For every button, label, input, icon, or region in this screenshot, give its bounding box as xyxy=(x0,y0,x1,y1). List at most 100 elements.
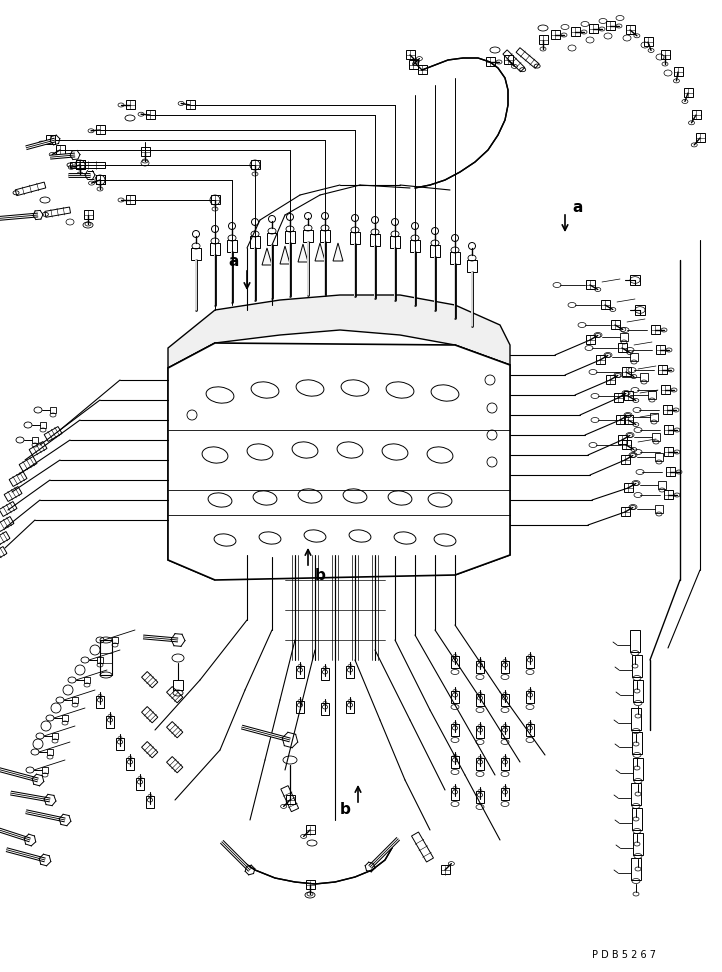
Bar xyxy=(116,738,124,750)
Bar xyxy=(501,788,509,800)
Bar xyxy=(632,655,642,677)
Bar xyxy=(633,833,643,855)
Bar xyxy=(476,726,484,738)
Bar xyxy=(40,422,46,428)
Bar xyxy=(661,51,669,59)
Bar xyxy=(614,394,622,402)
Bar xyxy=(346,666,354,678)
Bar xyxy=(321,703,329,715)
Bar xyxy=(390,236,400,248)
Bar xyxy=(72,697,78,703)
Bar xyxy=(303,230,313,242)
Bar xyxy=(640,373,648,381)
Bar xyxy=(141,148,149,156)
Bar xyxy=(112,637,118,643)
Bar xyxy=(526,656,534,668)
Bar xyxy=(106,716,114,728)
Polygon shape xyxy=(168,343,215,580)
Polygon shape xyxy=(333,243,343,261)
Bar xyxy=(227,240,237,252)
Bar xyxy=(250,236,260,248)
Bar xyxy=(126,195,134,204)
Bar xyxy=(451,656,459,668)
Bar xyxy=(191,248,201,260)
Bar xyxy=(652,433,660,441)
Bar xyxy=(305,825,315,835)
Bar xyxy=(631,783,641,805)
Bar xyxy=(655,453,663,461)
Bar xyxy=(526,691,534,703)
Bar xyxy=(409,60,417,70)
Bar xyxy=(52,733,58,739)
Bar xyxy=(648,391,656,399)
Text: P D B 5 2 6 7: P D B 5 2 6 7 xyxy=(592,950,656,960)
Bar xyxy=(410,240,420,252)
Bar xyxy=(615,415,625,425)
Bar xyxy=(501,726,509,738)
Bar xyxy=(251,160,259,169)
Bar xyxy=(320,230,330,242)
Bar xyxy=(650,413,658,421)
Bar xyxy=(467,260,477,272)
Bar xyxy=(96,696,104,708)
Bar xyxy=(501,694,509,706)
Bar xyxy=(606,375,614,385)
Bar xyxy=(588,24,598,33)
Bar xyxy=(296,701,304,713)
Bar xyxy=(620,456,630,465)
Bar xyxy=(370,234,380,246)
Bar xyxy=(664,491,672,500)
Bar xyxy=(350,232,360,244)
Bar xyxy=(146,796,154,808)
Bar xyxy=(501,661,509,673)
Bar xyxy=(45,135,54,145)
Bar xyxy=(211,195,219,204)
Bar xyxy=(84,211,92,220)
Bar xyxy=(95,176,105,185)
Bar xyxy=(440,865,450,875)
Bar xyxy=(632,808,642,830)
Bar xyxy=(586,281,594,290)
Bar xyxy=(450,252,460,264)
Bar xyxy=(346,701,354,713)
Bar xyxy=(631,858,641,880)
Bar xyxy=(630,353,638,361)
Bar xyxy=(417,65,427,75)
Bar xyxy=(643,38,653,47)
Bar xyxy=(632,732,642,754)
Bar xyxy=(485,57,495,66)
Bar xyxy=(674,67,682,77)
Bar xyxy=(570,27,580,37)
Bar xyxy=(586,335,594,344)
Bar xyxy=(622,367,630,376)
Bar xyxy=(661,386,669,395)
Bar xyxy=(97,657,103,663)
Bar xyxy=(136,778,144,790)
Bar xyxy=(285,795,295,805)
Bar xyxy=(692,111,700,120)
Bar xyxy=(476,758,484,770)
Bar xyxy=(186,100,194,110)
Bar xyxy=(625,25,635,34)
Bar xyxy=(406,51,414,59)
Bar xyxy=(451,756,459,768)
Bar xyxy=(501,758,509,770)
Bar xyxy=(611,321,619,330)
Bar xyxy=(630,630,640,652)
Bar xyxy=(451,691,459,703)
Bar xyxy=(76,160,84,169)
Bar xyxy=(539,36,547,45)
Bar xyxy=(663,405,671,414)
Bar xyxy=(655,505,663,513)
Bar xyxy=(476,694,484,706)
Bar xyxy=(550,30,560,40)
Polygon shape xyxy=(298,244,308,262)
Bar xyxy=(76,160,84,169)
Bar xyxy=(624,483,632,493)
Bar xyxy=(42,767,48,773)
Text: b: b xyxy=(315,568,326,582)
Bar xyxy=(267,233,277,245)
Bar xyxy=(526,724,534,736)
Bar xyxy=(633,758,643,780)
Bar xyxy=(100,640,112,675)
